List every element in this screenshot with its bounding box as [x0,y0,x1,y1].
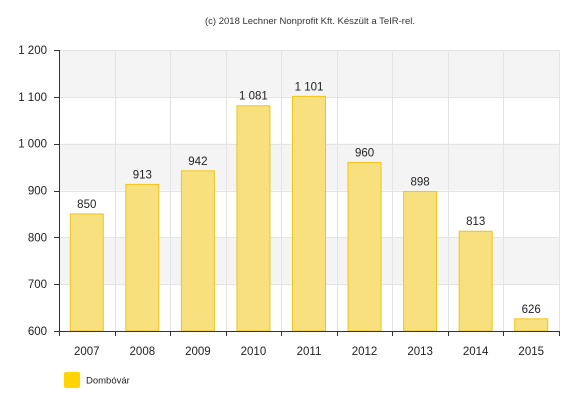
y-tick-label: 600 [28,326,47,338]
x-tick-labels: 2007 2008 2009 2010 2011 2012 2013 2014 2015 [74,346,544,358]
bar-2010[interactable] [236,105,271,332]
bar-2008[interactable] [125,183,160,332]
x-tick-label: 2012 [352,346,378,358]
data-label-2011: 1 101 [295,81,324,93]
y-tick-label: 900 [28,186,47,198]
bar-2015[interactable] [514,318,549,332]
x-tick-label: 2007 [74,346,100,358]
bars-group [69,95,549,332]
x-tick-label: 2008 [130,346,156,358]
data-label-2008: 913 [133,169,152,181]
x-tick-label: 2011 [297,346,322,358]
bar-2012[interactable] [347,161,382,332]
data-label-2010: 1 081 [239,91,268,103]
axes-group [54,50,560,336]
y-tick-label: 800 [28,232,47,244]
y-tick-label: 1 200 [18,45,47,57]
legend-swatch[interactable] [64,372,80,388]
data-label-2012: 960 [355,147,374,159]
bar-2013[interactable] [403,190,438,332]
data-label-2014: 813 [466,216,485,228]
x-tick-label: 2010 [241,346,267,358]
data-label-2007: 850 [77,199,96,211]
legend-label[interactable]: Dombóvár [86,376,130,387]
x-tick-label: 2013 [407,346,433,358]
y-tick-label: 1 000 [18,139,47,151]
y-tick-labels: 600 700 800 900 1 000 1 100 1 200 [18,45,47,338]
x-tick-label: 2015 [518,346,544,358]
plot-band [59,50,559,97]
x-tick-label: 2014 [463,346,489,358]
bar-2007[interactable] [69,213,104,332]
x-tick-label: 2009 [185,346,211,358]
data-label-2015: 626 [522,304,541,316]
y-tick-label: 1 100 [18,92,47,104]
data-label-2009: 942 [188,156,207,168]
bar-2009[interactable] [180,170,215,332]
y-tick-label: 700 [28,279,47,291]
bar-2014[interactable] [458,230,493,332]
bar-2011[interactable] [292,95,326,332]
data-label-2013: 898 [411,176,430,188]
legend[interactable]: Dombóvár [64,372,130,388]
chart-credit: (c) 2018 Lechner Nonprofit Kft. Készült … [205,16,415,27]
data-labels: 850 913 942 1 081 1 101 960 898 813 626 [77,81,541,315]
